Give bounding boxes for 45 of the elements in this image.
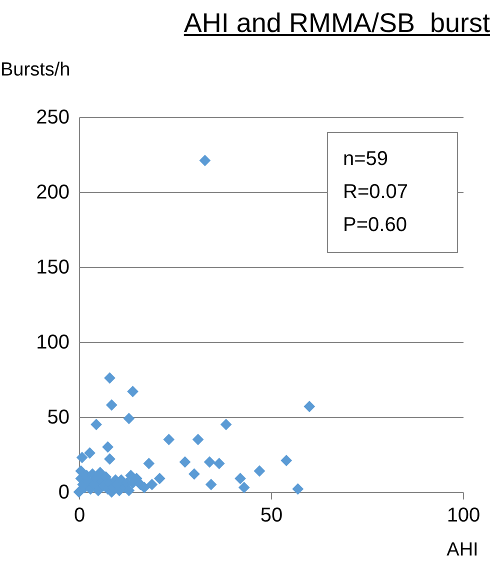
x-tick-label: 50 [260,504,283,526]
point [163,434,175,446]
point [220,418,232,430]
point [94,466,106,478]
point [154,472,166,484]
point [234,472,246,484]
point [143,458,155,470]
point [104,372,116,384]
y-tick-label: 150 [36,256,70,278]
y-tick-label: 200 [36,182,70,204]
y-tick-label: 50 [47,406,70,428]
point [238,482,250,494]
point [179,456,191,468]
x-axis-title: AHI [446,540,478,560]
point [213,458,225,470]
point [292,483,304,495]
point [102,441,114,453]
point [106,399,118,411]
annotation: n=59 [343,147,390,172]
point [192,434,204,446]
point [76,452,88,464]
point [146,478,158,490]
point [92,484,104,496]
text-box: n=59 R=0.07 P=0.60 [327,132,458,253]
annotation: P=0.60 [343,213,408,238]
point [188,468,200,480]
y-tick-label: 0 [58,482,70,504]
y-tick-label: 250 [36,106,70,128]
point [104,453,116,465]
point [205,478,217,490]
y-tick-label: 100 [36,332,70,354]
y-axis-title: Bursts/h [0,60,70,80]
point [199,154,211,166]
point [280,454,292,466]
point [254,465,266,477]
point [90,418,102,430]
x-tick-label: 100 [446,504,480,526]
point [204,456,216,468]
point [84,447,96,459]
point [304,400,316,412]
point [123,412,135,424]
annotation: R=0.07 [343,180,410,205]
point [127,386,138,398]
chart-title: AHI and RMMA/SB burst [182,8,490,39]
x-tick-label: 0 [74,504,86,526]
